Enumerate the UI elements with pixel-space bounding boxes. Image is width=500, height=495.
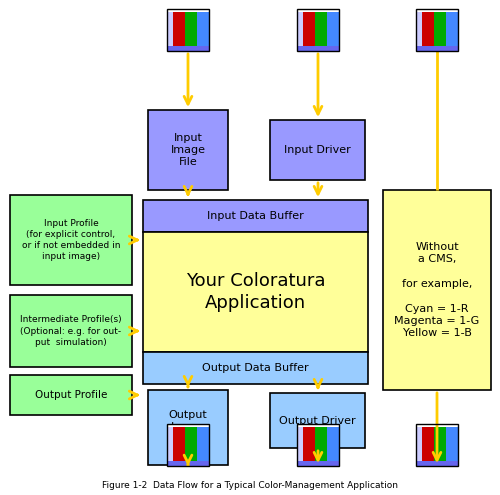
- Bar: [297, 12, 304, 47]
- Bar: [416, 47, 458, 51]
- Bar: [416, 461, 458, 466]
- Bar: [434, 427, 446, 461]
- Bar: [148, 110, 228, 190]
- Bar: [416, 424, 458, 466]
- Bar: [422, 12, 434, 47]
- Bar: [297, 424, 339, 427]
- Bar: [297, 9, 339, 12]
- Text: Input Profile
(for explicit control,
or if not embedded in
input image): Input Profile (for explicit control, or …: [22, 219, 120, 261]
- Bar: [148, 390, 228, 465]
- Bar: [297, 9, 339, 51]
- Bar: [270, 393, 365, 448]
- Text: Output
Image
File: Output Image File: [168, 410, 207, 445]
- Bar: [446, 427, 458, 461]
- Bar: [304, 12, 315, 47]
- Bar: [167, 47, 209, 51]
- Bar: [416, 427, 422, 461]
- Text: Output Data Buffer: Output Data Buffer: [202, 363, 309, 373]
- Bar: [297, 427, 304, 461]
- Bar: [297, 461, 339, 466]
- Bar: [185, 12, 197, 47]
- Text: Input Data Buffer: Input Data Buffer: [207, 211, 304, 221]
- Bar: [167, 9, 209, 51]
- Bar: [143, 200, 368, 232]
- Bar: [327, 12, 339, 47]
- Text: Figure 1-2  Data Flow for a Typical Color-Management Application: Figure 1-2 Data Flow for a Typical Color…: [102, 481, 398, 490]
- Bar: [10, 375, 132, 415]
- Bar: [185, 427, 197, 461]
- Bar: [167, 424, 209, 466]
- Bar: [197, 427, 209, 461]
- Bar: [143, 352, 368, 384]
- Bar: [416, 424, 458, 427]
- Bar: [327, 427, 339, 461]
- Text: Intermediate Profile(s)
(Optional: e.g. for out-
put  simulation): Intermediate Profile(s) (Optional: e.g. …: [20, 315, 122, 346]
- Bar: [167, 427, 173, 461]
- Text: Without
a CMS,

for example,

Cyan = 1-R
Magenta = 1-G
Yellow = 1-B: Without a CMS, for example, Cyan = 1-R M…: [394, 242, 480, 339]
- Bar: [315, 12, 327, 47]
- Bar: [304, 427, 315, 461]
- Bar: [143, 232, 368, 352]
- Bar: [383, 190, 491, 390]
- Bar: [174, 12, 185, 47]
- Bar: [315, 427, 327, 461]
- Bar: [416, 9, 458, 12]
- Bar: [167, 9, 209, 12]
- Bar: [174, 427, 185, 461]
- Bar: [297, 424, 339, 466]
- Bar: [416, 12, 422, 47]
- Text: Input Driver: Input Driver: [284, 145, 351, 155]
- Text: Output Profile: Output Profile: [35, 390, 107, 400]
- Text: Input
Image
File: Input Image File: [170, 133, 205, 167]
- Bar: [297, 47, 339, 51]
- Bar: [446, 12, 458, 47]
- Text: Your Coloratura
Application: Your Coloratura Application: [186, 272, 325, 312]
- Bar: [434, 12, 446, 47]
- Bar: [167, 12, 173, 47]
- Bar: [416, 9, 458, 51]
- Bar: [167, 461, 209, 466]
- Text: Output Driver: Output Driver: [279, 415, 356, 426]
- Bar: [10, 195, 132, 285]
- Bar: [167, 424, 209, 427]
- Bar: [10, 295, 132, 367]
- Bar: [197, 12, 209, 47]
- Bar: [270, 120, 365, 180]
- Bar: [422, 427, 434, 461]
